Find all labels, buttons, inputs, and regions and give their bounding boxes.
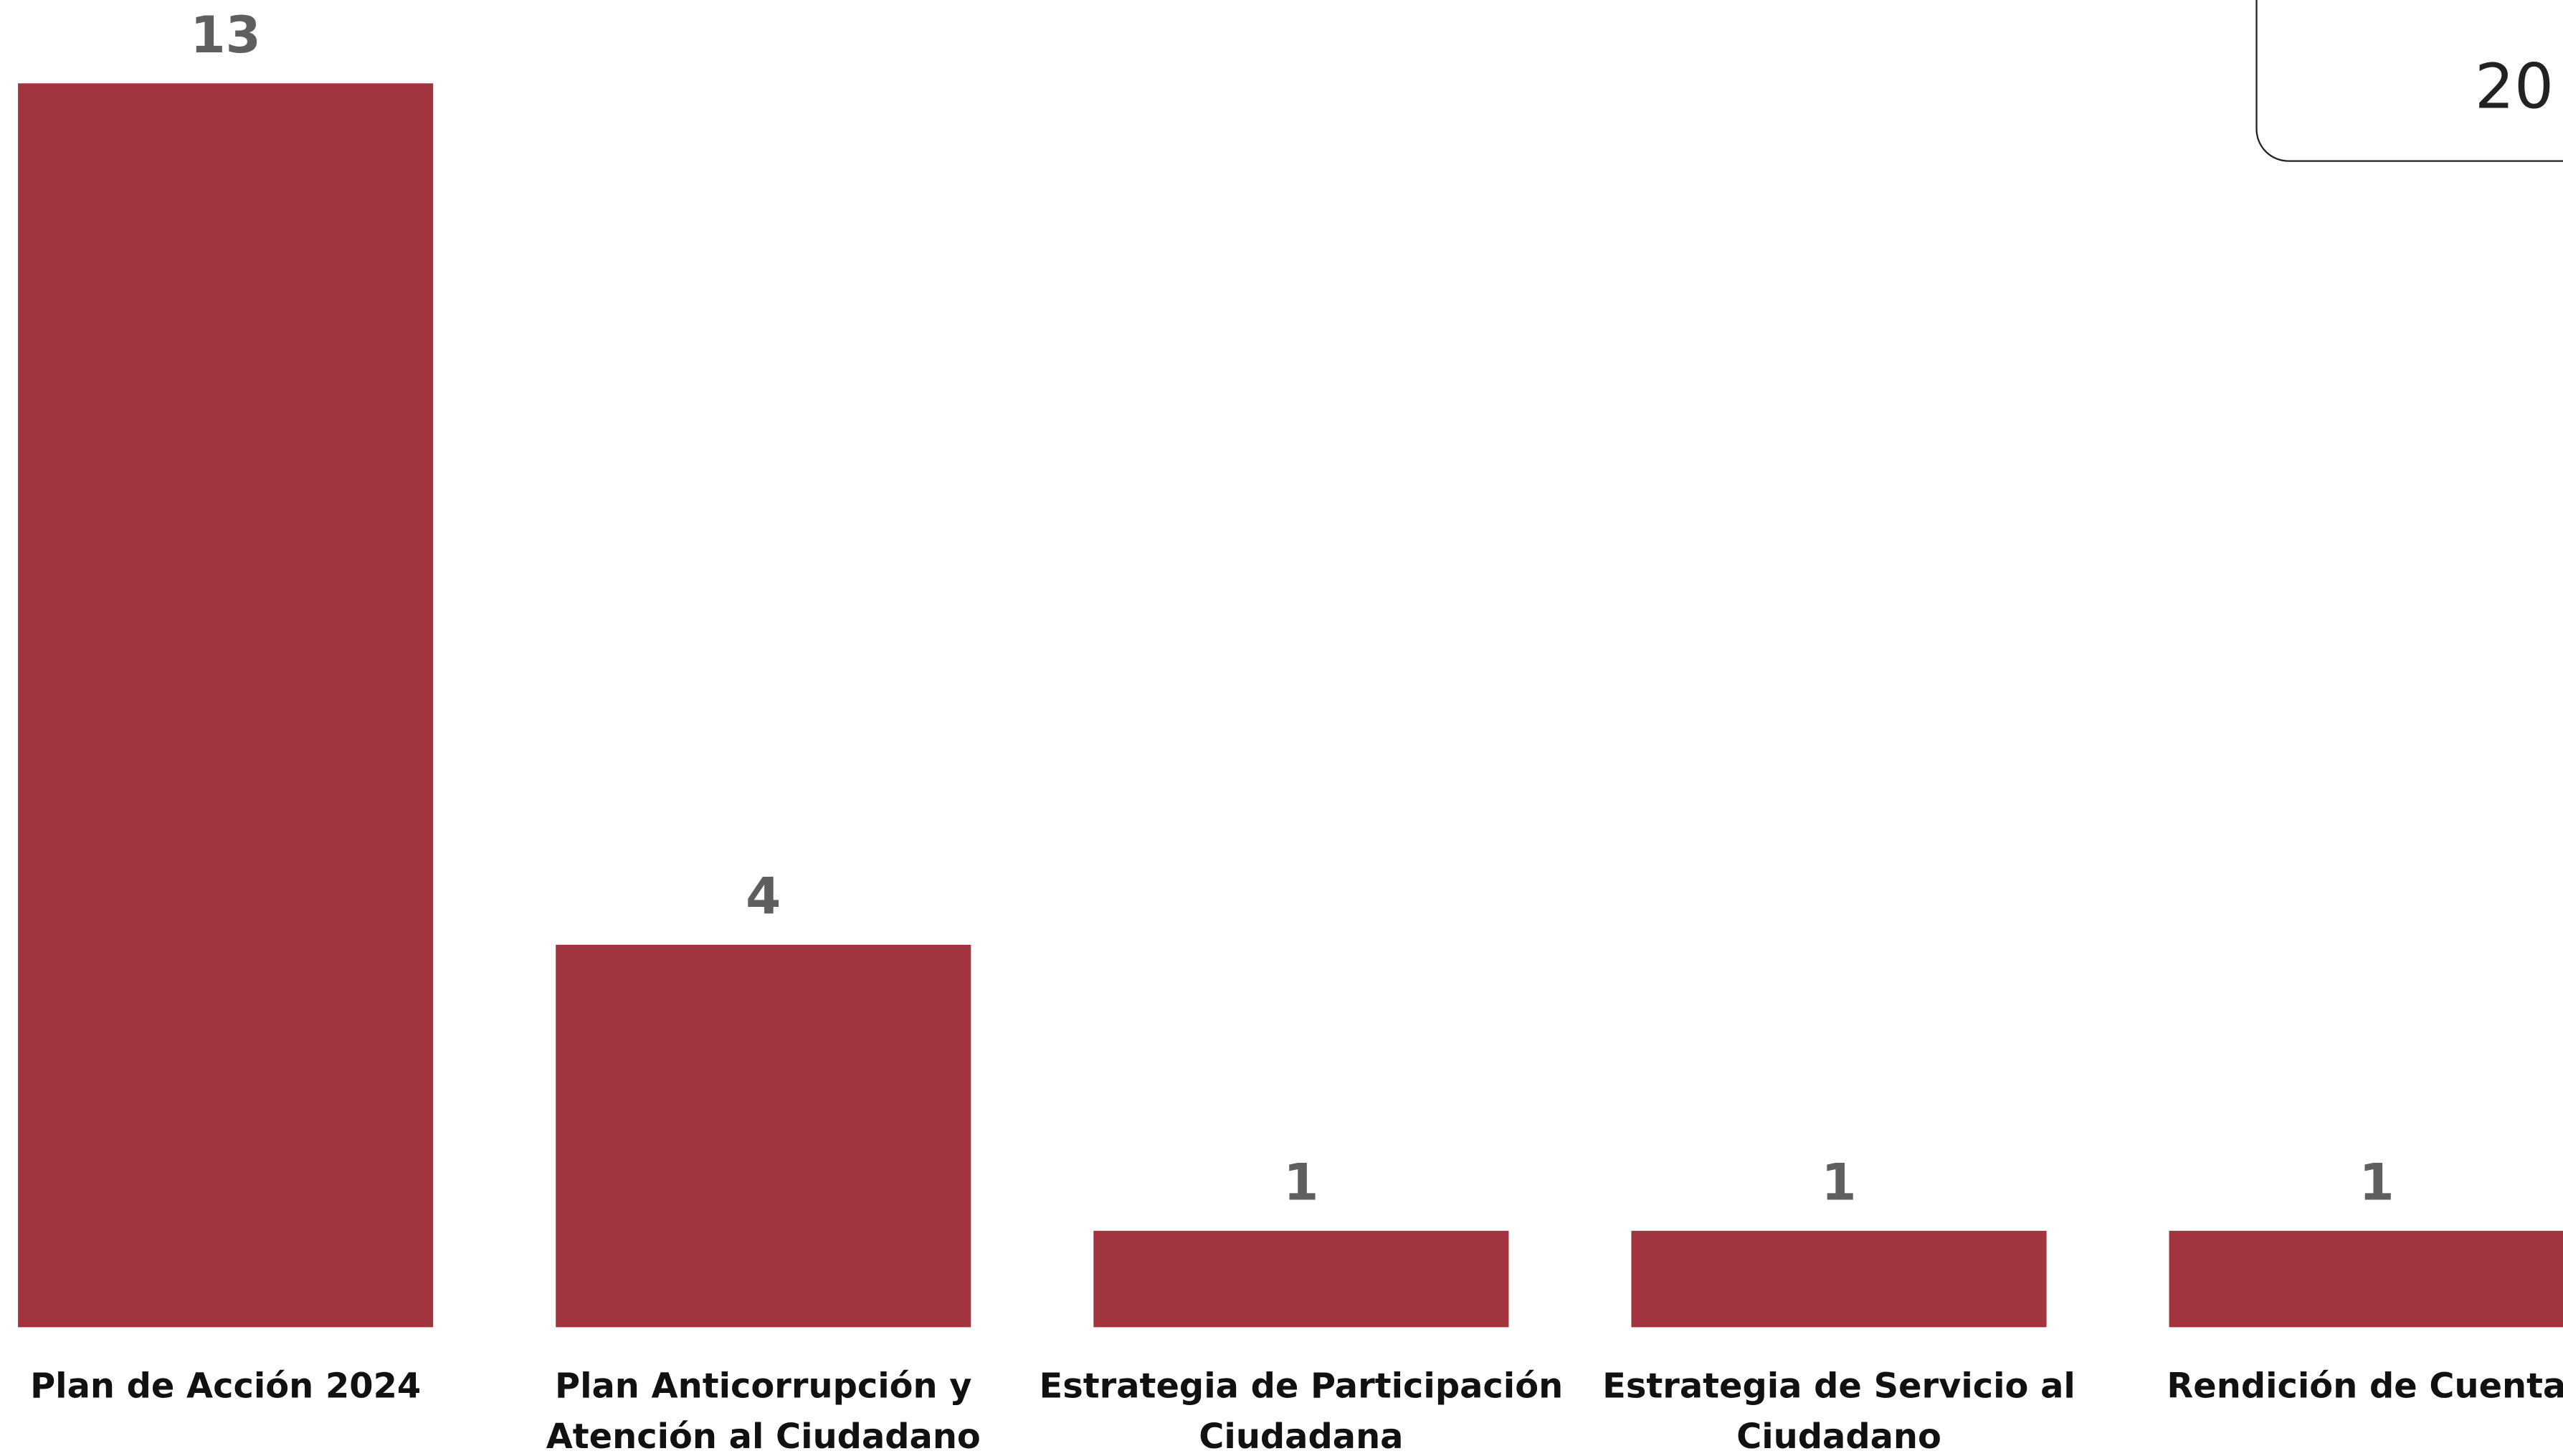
bar <box>1631 1231 2047 1328</box>
data-label: 1 <box>1283 1154 1319 1214</box>
data-label: 1 <box>1821 1154 1857 1214</box>
bar <box>18 83 434 1328</box>
total-card <box>2255 0 2563 162</box>
x-tick-label: Estrategia de Participación Ciudadana <box>1039 1366 1564 1456</box>
x-tick-label: Plan de Acción 2024 <box>30 1366 422 1406</box>
data-label: 4 <box>746 867 781 927</box>
bar <box>1093 1231 1509 1328</box>
bar <box>556 944 971 1328</box>
total-value: 20 <box>2474 50 2554 123</box>
data-label: 13 <box>190 6 261 66</box>
x-tick-label: Plan Anticorrupción y Atención al Ciudad… <box>546 1366 981 1456</box>
x-tick-label: Estrategia de Servicio al Ciudadano <box>1602 1366 2075 1456</box>
data-label: 1 <box>2359 1154 2395 1214</box>
bar <box>2169 1231 2563 1328</box>
x-tick-label: Rendición de Cuentas <box>2167 1366 2563 1406</box>
